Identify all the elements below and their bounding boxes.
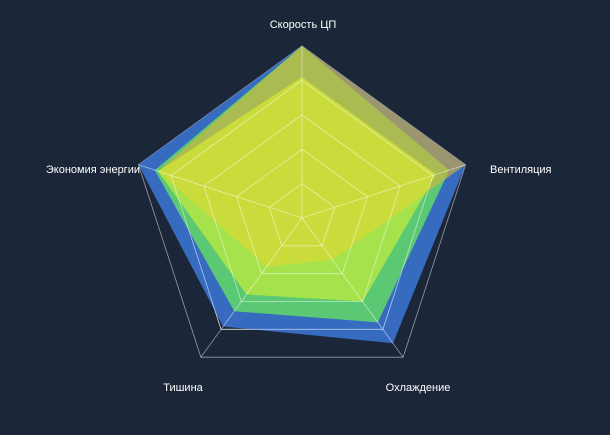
grid-ring-5	[137, 45, 467, 358]
axis-label-2: Охлаждение	[386, 382, 451, 394]
axis-label-0: Скорость ЦП	[270, 19, 337, 31]
spoke-layer	[138, 46, 466, 358]
grid-spoke-4	[138, 164, 303, 219]
label-layer: Скорость ЦП Вентиляция Охлаждение Тишина…	[46, 19, 552, 394]
grid-ring-overlay-4	[170, 79, 434, 330]
grid-ring-overlay-2	[236, 148, 368, 275]
axis-label-1: Вентиляция	[490, 164, 552, 176]
grid-ring-overlay-1	[268, 183, 336, 247]
axis-label-3: Тишина	[163, 382, 203, 394]
grid-spoke-3	[200, 217, 303, 358]
series-area-3	[158, 77, 437, 302]
grid-spoke-2	[301, 217, 404, 358]
grid-spoke-1	[301, 164, 466, 219]
axis-label-4: Экономия энергии	[46, 164, 140, 176]
grid-ring-overlay-3	[203, 114, 401, 302]
